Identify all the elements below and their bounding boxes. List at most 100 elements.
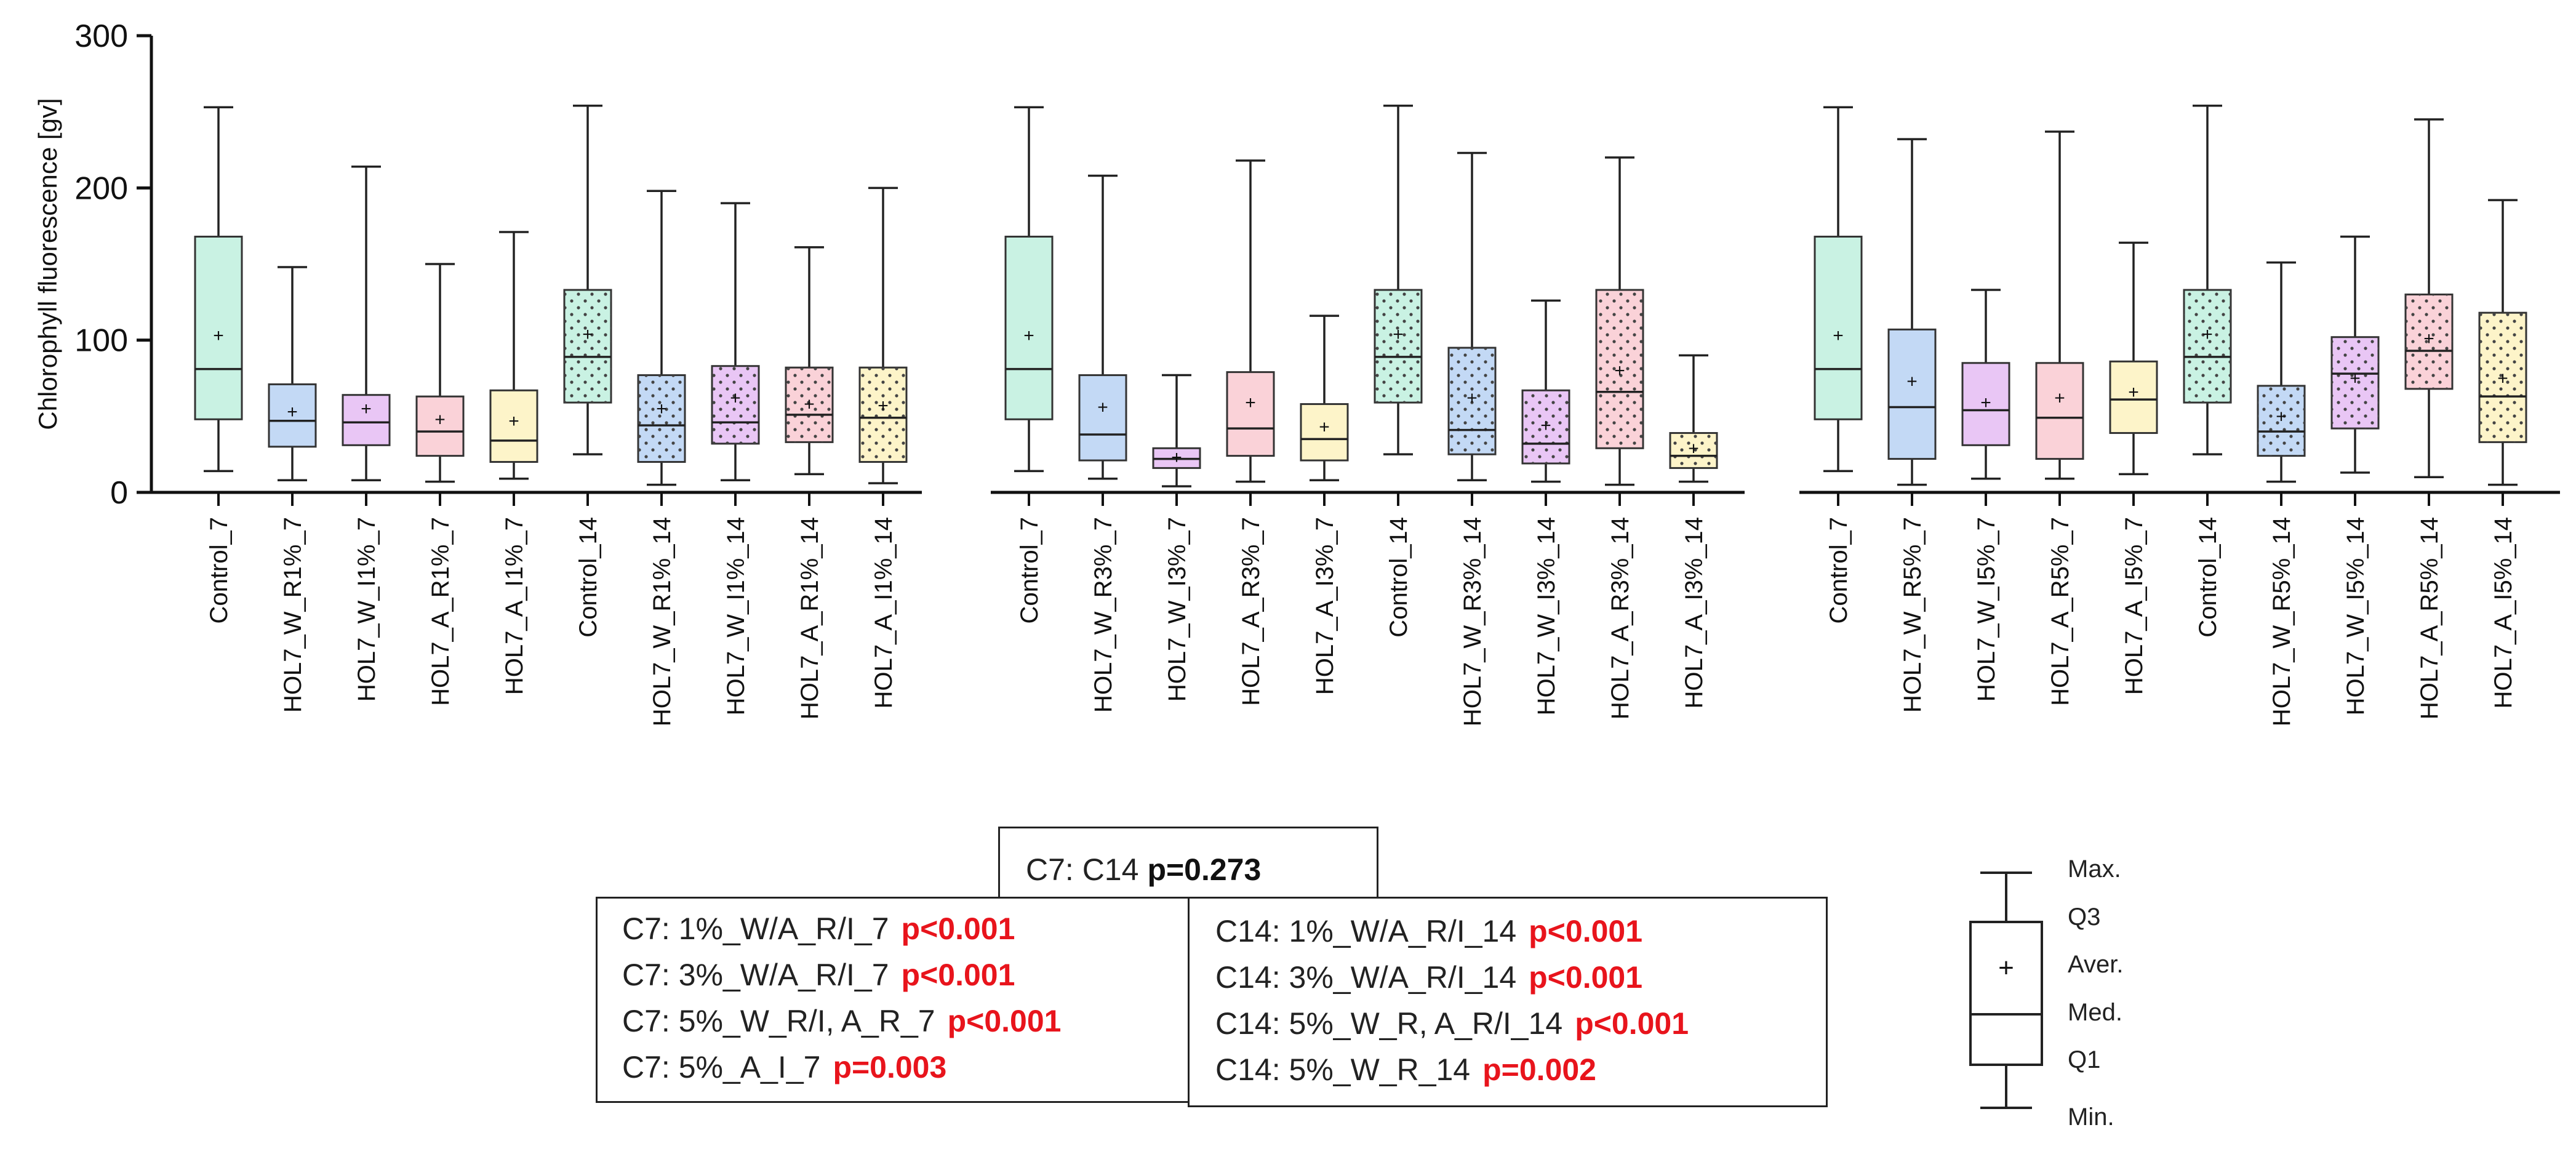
mean-marker: + (213, 326, 224, 346)
box-dot-pattern (564, 290, 611, 403)
p-value: p=0.003 (833, 1050, 947, 1084)
mean-marker: + (804, 395, 815, 415)
stat-comparison: C7: 3%_W/A_R/I_7 (622, 958, 889, 992)
mean-marker: + (1023, 326, 1034, 346)
box (1887, 328, 1937, 460)
mean-marker: + (2202, 324, 2213, 345)
x-tick-label: Control_14 (2194, 517, 2222, 638)
y-tick-label: 200 (74, 170, 128, 206)
x-tick-label: HOL7_A_I3%_14 (1681, 517, 1708, 708)
legend-label-q1: Q1 (2068, 1046, 2101, 1073)
box-dot-pattern (1670, 433, 1717, 468)
stat-box-left: C7: 1%_W/A_R/I_7 p<0.001 C7: 3%_W/A_R/I_7… (596, 897, 1190, 1103)
mean-marker: + (1688, 438, 1699, 459)
mean-marker: + (582, 324, 593, 345)
x-tick-label: HOL7_W_R1%_14 (649, 517, 676, 726)
mean-marker: + (878, 396, 889, 416)
mean-marker: + (1833, 326, 1844, 346)
box (194, 235, 243, 420)
stat-line: C14: 5%_W_R_14 p=0.002 (1215, 1047, 1826, 1093)
stat-comparison: C7: C14 (1026, 852, 1139, 887)
stat-comparison: C7: 5%_W_R/I, A_R_7 (622, 1004, 935, 1038)
x-tick-label: Control_14 (575, 517, 602, 638)
mean-marker: + (656, 399, 667, 419)
x-tick-label: HOL7_W_R1%_7 (279, 517, 306, 713)
box-dot-pattern (2479, 313, 2526, 443)
mean-marker: + (2350, 369, 2361, 389)
box-dot-pattern (1522, 390, 1569, 464)
mean-marker: + (1980, 393, 1991, 413)
stat-line: C14: 1%_W/A_R/I_14 p<0.001 (1215, 908, 1826, 955)
stat-comparison: C14: 3%_W/A_R/I_14 (1215, 960, 1517, 995)
mean-marker: + (1245, 393, 1256, 413)
mean-marker: + (1097, 397, 1108, 417)
box-dot-pattern (2258, 385, 2305, 456)
p-value: p<0.001 (1529, 960, 1643, 995)
mean-marker: + (1614, 361, 1625, 381)
box-dot-pattern (860, 367, 906, 462)
box (415, 395, 465, 457)
box-dot-pattern (2332, 337, 2378, 429)
stat-comparison: C7: 5%_A_I_7 (622, 1050, 821, 1084)
box-legend: + (1969, 872, 2043, 1109)
x-tick-label: Control_7 (1825, 517, 1852, 623)
legend-label-max: Max. (2068, 855, 2121, 883)
mean-marker: + (1466, 388, 1478, 409)
p-value: p=0.273 (1147, 852, 1262, 887)
p-value: p<0.001 (901, 958, 1015, 992)
y-tick-label: 100 (74, 323, 128, 359)
x-tick-label: HOL7_A_I5%_7 (2121, 517, 2148, 695)
p-value: p<0.001 (901, 912, 1015, 946)
stat-box-top: C7: C14 p=0.273 (998, 827, 1378, 899)
x-tick-label: HOL7_W_R5%_14 (2268, 517, 2295, 726)
stat-line: C7: C14 p=0.273 (1026, 847, 1377, 893)
legend-label-min: Min. (2068, 1104, 2114, 1131)
box-dot-pattern (2406, 294, 2452, 389)
x-tick-label: HOL7_A_R5%_14 (2416, 517, 2443, 719)
x-tick-label: HOL7_A_I5%_14 (2490, 517, 2517, 708)
y-axis-label: Chlorophyll fluorescence [gv] (33, 98, 62, 430)
x-tick-label: HOL7_W_I5%_14 (2342, 517, 2369, 715)
mean-marker: + (1319, 417, 1330, 438)
mean-marker: + (2128, 382, 2139, 403)
x-tick-label: HOL7_A_R3%_14 (1607, 517, 1634, 719)
p-value: p<0.001 (1575, 1006, 1689, 1041)
stat-comparison: C14: 1%_W/A_R/I_14 (1215, 914, 1517, 948)
legend-label-q3: Q3 (2068, 904, 2101, 931)
x-tick-label: HOL7_A_I1%_14 (870, 517, 897, 708)
stat-line: C7: 1%_W/A_R/I_7 p<0.001 (622, 906, 1188, 952)
x-tick-label: HOL7_A_I3%_7 (1311, 517, 1338, 695)
mean-marker: + (287, 402, 298, 422)
box (342, 394, 391, 446)
box (1226, 371, 1275, 457)
mean-marker: + (361, 399, 372, 419)
legend-label-med: Med. (2068, 999, 2122, 1026)
x-tick-label: HOL7_W_I3%_14 (1533, 517, 1560, 715)
box-dot-pattern (638, 375, 685, 462)
p-value: p<0.001 (1529, 914, 1643, 948)
x-tick-label: HOL7_A_R5%_7 (2047, 517, 2074, 706)
stat-line: C7: 5%_W_R/I, A_R_7 p<0.001 (622, 998, 1188, 1044)
x-tick-label: HOL7_A_I1%_7 (501, 517, 528, 695)
x-tick-label: HOL7_A_R1%_7 (427, 517, 454, 706)
x-tick-label: HOL7_W_I1%_7 (353, 517, 380, 702)
mean-marker: + (2423, 329, 2434, 349)
box-dot-pattern (1449, 348, 1495, 455)
y-tick-label: 300 (74, 18, 128, 54)
mean-marker: + (2054, 388, 2065, 409)
box (2035, 362, 2084, 460)
legend-label-aver: Aver. (2068, 951, 2124, 978)
box-dot-pattern (2184, 290, 2231, 403)
box (1814, 235, 1863, 420)
mean-marker: + (1393, 324, 1404, 345)
box (268, 383, 317, 448)
p-value: p=0.002 (1482, 1052, 1596, 1087)
x-tick-label: Control_7 (206, 517, 233, 623)
stat-line: C14: 3%_W/A_R/I_14 p<0.001 (1215, 955, 1826, 1001)
box-dot-pattern (1596, 290, 1643, 449)
legend-mean-marker: + (1998, 953, 2014, 983)
box-dot-pattern (1375, 290, 1422, 403)
x-tick-label: HOL7_W_I3%_7 (1164, 517, 1191, 702)
mean-marker: + (434, 409, 446, 430)
